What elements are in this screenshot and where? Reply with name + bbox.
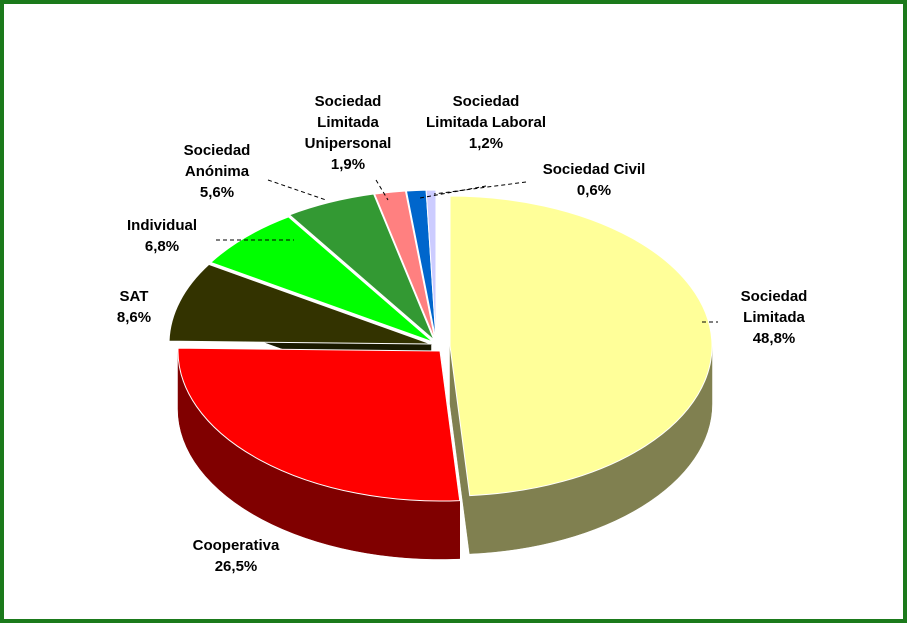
leader-line bbox=[267, 179, 327, 201]
slice-category-label: SAT bbox=[120, 288, 149, 305]
slice-category-label: Sociedad bbox=[453, 93, 520, 110]
slice-category-label: Limitada bbox=[743, 309, 805, 326]
pie-slice bbox=[449, 195, 713, 497]
slice-category-label: Sociedad bbox=[315, 93, 382, 110]
pie-slice bbox=[168, 263, 432, 345]
pie-slice bbox=[209, 216, 434, 343]
slice-category-label: Cooperativa bbox=[193, 537, 280, 554]
slice-category-label: Limitada Laboral bbox=[426, 114, 546, 131]
slice-category-label: Unipersonal bbox=[305, 135, 392, 152]
slice-category-label: Individual bbox=[127, 217, 197, 234]
slice-value-label: 26,5% bbox=[215, 558, 258, 575]
slice-value-label: 1,9% bbox=[331, 156, 365, 173]
slice-value-label: 8,6% bbox=[117, 309, 151, 326]
slice-category-label: Sociedad bbox=[741, 288, 808, 305]
slice-category-label: Sociedad Civil bbox=[543, 161, 646, 178]
slice-value-label: 48,8% bbox=[753, 330, 796, 347]
pie-slice bbox=[373, 190, 436, 341]
slice-value-label: 6,8% bbox=[145, 238, 179, 255]
pie-chart: Sociedad Limitada 48,8% Cooperativa 26,5% SAT… bbox=[117, 93, 808, 575]
slice-category-label: Limitada bbox=[317, 114, 379, 131]
leader-line bbox=[375, 179, 389, 201]
slice-value-label: 0,6% bbox=[577, 182, 611, 199]
slice-value-label: 5,6% bbox=[200, 184, 234, 201]
slice-category-label: Sociedad bbox=[184, 142, 251, 159]
slice-category-label: Anónima bbox=[185, 163, 250, 180]
pie-slice bbox=[425, 189, 437, 341]
pie-slice bbox=[177, 347, 461, 502]
slice-value-label: 1,2% bbox=[469, 135, 503, 152]
pie-slice bbox=[288, 193, 435, 341]
leader-line bbox=[433, 181, 527, 195]
